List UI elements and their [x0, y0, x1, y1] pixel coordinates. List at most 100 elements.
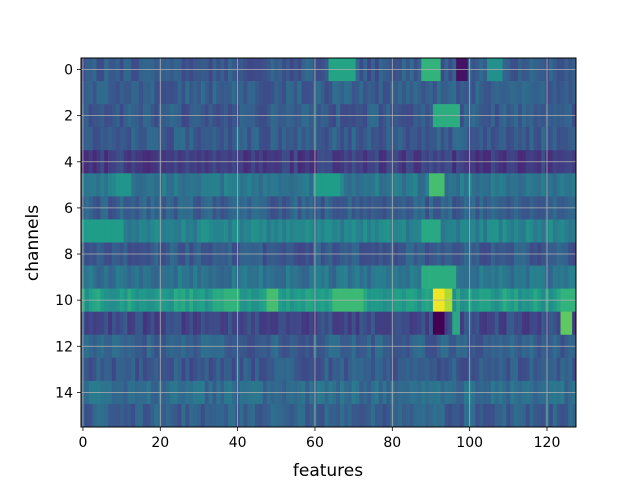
heatmap-cell	[258, 311, 264, 336]
heatmap-cell	[444, 403, 449, 428]
heatmap-cell	[533, 357, 538, 382]
heatmap-cell	[162, 311, 167, 336]
heatmap-cell	[115, 265, 121, 289]
heatmap-cell	[88, 173, 93, 197]
heatmap-cell	[548, 127, 554, 151]
heatmap-cell	[193, 357, 198, 382]
heatmap-cell	[475, 311, 480, 336]
heatmap-cell	[556, 81, 561, 105]
heatmap-cell	[131, 127, 136, 151]
heatmap-cell	[502, 403, 507, 428]
heatmap-cell	[247, 127, 252, 151]
heatmap-cell	[197, 265, 202, 289]
heatmap-cell	[243, 127, 248, 151]
heatmap-cell	[220, 403, 225, 428]
heatmap-cell	[351, 265, 356, 289]
heatmap-cell	[444, 357, 449, 382]
y-tick-label: 4	[64, 155, 73, 171]
heatmap-cell	[502, 81, 507, 105]
heatmap-cell	[401, 265, 407, 289]
heatmap-cell	[224, 127, 229, 151]
heatmap-cell	[328, 357, 333, 382]
heatmap-cell	[471, 357, 476, 382]
heatmap-cell	[119, 311, 124, 336]
heatmap-cell	[324, 265, 329, 289]
heatmap-cell	[274, 173, 279, 197]
heatmap-cell	[177, 403, 182, 428]
y-tick-label: 2	[64, 109, 73, 125]
heatmap-cell	[456, 81, 461, 105]
heatmap-cell	[452, 81, 457, 105]
heatmap-cell	[382, 219, 387, 243]
heatmap-cell	[332, 127, 337, 151]
heatmap-cell	[521, 219, 527, 243]
heatmap-cell	[421, 311, 426, 336]
heatmap-cell	[371, 173, 376, 197]
heatmap-cell	[84, 357, 90, 382]
x-tick-label: 80	[383, 435, 401, 451]
heatmap-cell	[119, 81, 124, 105]
grid-lines	[81, 58, 576, 427]
heatmap-cell	[239, 219, 244, 243]
heatmap-cell	[490, 403, 496, 428]
heatmap-cell	[343, 357, 349, 382]
heatmap-cell	[84, 219, 90, 243]
heatmap-cell	[340, 265, 345, 289]
heatmap-cell	[409, 173, 414, 197]
heatmap-cell	[131, 173, 136, 197]
heatmap-cell	[479, 265, 484, 289]
heatmap-cell	[475, 81, 480, 105]
heatmap-cell	[347, 127, 353, 151]
heatmap-cell	[382, 173, 387, 197]
heatmap-cell	[336, 311, 341, 336]
heatmap-cell	[266, 357, 271, 382]
heatmap-cell	[572, 173, 577, 197]
heatmap-cell	[162, 219, 167, 243]
heatmap-cell	[262, 81, 267, 105]
heatmap-cell	[510, 219, 515, 243]
heatmap-cell	[111, 265, 117, 289]
heatmap-cell	[328, 127, 333, 151]
heatmap-cell	[367, 265, 372, 289]
heatmap-cell	[510, 357, 515, 382]
heatmap-cell	[92, 403, 97, 428]
heatmap-cell	[548, 265, 554, 289]
heatmap-cell	[363, 403, 368, 428]
heatmap-cell	[92, 81, 97, 105]
heatmap-cell	[266, 311, 271, 336]
heatmap-cell	[320, 403, 325, 428]
heatmap-cell	[425, 357, 430, 382]
heatmap-cell	[193, 127, 198, 151]
heatmap-cell	[169, 219, 175, 243]
heatmap-cell	[510, 265, 515, 289]
heatmap-cell	[297, 127, 302, 151]
heatmap-cell	[452, 173, 457, 197]
heatmap-cell	[193, 311, 198, 336]
heatmap-cell	[146, 173, 151, 197]
heatmap-cell	[111, 311, 117, 336]
heatmap-cell	[463, 403, 469, 428]
heatmap-cell	[371, 357, 376, 382]
heatmap-cell	[386, 81, 391, 105]
heatmap-cell	[459, 311, 465, 336]
heatmap-cell	[452, 127, 457, 151]
heatmap-cell	[490, 265, 496, 289]
heatmap-cell	[409, 127, 414, 151]
heatmap-cell	[355, 357, 360, 382]
heatmap-cell	[448, 81, 453, 105]
heatmap-cell	[316, 403, 322, 428]
heatmap-cell	[185, 311, 190, 336]
heatmap-cell	[200, 81, 206, 105]
heatmap-cell	[197, 127, 202, 151]
heatmap-cell	[398, 81, 403, 105]
heatmap-cell	[142, 127, 148, 151]
heatmap-cell	[208, 357, 213, 382]
heatmap-cell	[282, 173, 287, 197]
heatmap-cell	[463, 219, 469, 243]
heatmap-cell	[506, 357, 511, 382]
heatmap-cell	[529, 311, 534, 336]
heatmap-cell	[510, 403, 515, 428]
heatmap-cell	[440, 127, 445, 151]
heatmap-cell	[483, 81, 488, 105]
heatmap-cell	[293, 127, 298, 151]
